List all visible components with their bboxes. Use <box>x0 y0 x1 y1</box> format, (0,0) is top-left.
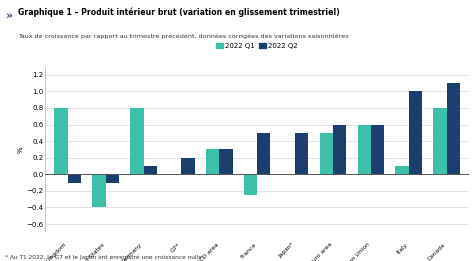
Bar <box>55 108 68 174</box>
Bar <box>357 124 371 174</box>
Text: Graphique 1 – Produit intérieur brut (variation en glissement trimestriel): Graphique 1 – Produit intérieur brut (va… <box>18 7 340 17</box>
Bar <box>333 124 346 174</box>
Bar <box>433 108 447 174</box>
Legend: 2022 Q1, 2022 Q2: 2022 Q1, 2022 Q2 <box>214 40 301 52</box>
Text: * Au T1 2022, le G7 et le Japon ont enregistré une croissance nulle: * Au T1 2022, le G7 et le Japon ont enre… <box>5 254 202 260</box>
Bar <box>144 166 157 174</box>
Bar <box>68 174 81 183</box>
Bar <box>409 91 422 174</box>
Bar <box>106 174 119 183</box>
Y-axis label: %: % <box>18 146 24 153</box>
Bar <box>130 108 144 174</box>
Bar <box>371 124 384 174</box>
Bar <box>319 133 333 174</box>
Bar <box>244 174 257 195</box>
Text: »: » <box>6 11 13 22</box>
Bar <box>206 149 219 174</box>
Bar <box>182 158 195 174</box>
Bar <box>295 133 308 174</box>
Bar <box>447 83 460 174</box>
Bar <box>395 166 409 174</box>
Bar <box>92 174 106 207</box>
Bar <box>257 133 270 174</box>
Text: Taux de croissance par rapport au trimestre précédent, données corrigées des var: Taux de croissance par rapport au trimes… <box>18 33 349 39</box>
Bar <box>219 149 233 174</box>
